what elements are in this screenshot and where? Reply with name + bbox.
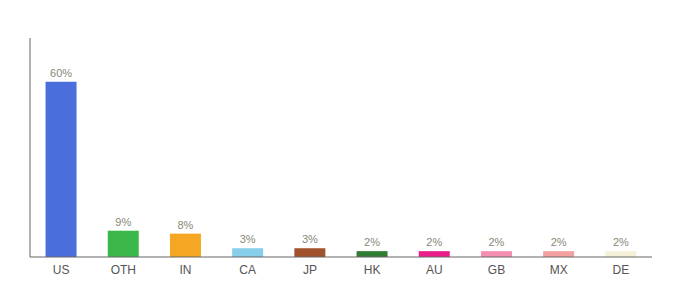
- svg-text:2%: 2%: [613, 236, 629, 248]
- svg-text:60%: 60%: [50, 67, 72, 79]
- svg-text:3%: 3%: [302, 233, 318, 245]
- svg-text:DE: DE: [613, 263, 630, 277]
- svg-text:AU: AU: [426, 263, 443, 277]
- svg-text:2%: 2%: [488, 236, 504, 248]
- svg-text:IN: IN: [180, 263, 192, 277]
- svg-text:CA: CA: [239, 263, 256, 277]
- svg-text:OTH: OTH: [111, 263, 136, 277]
- svg-text:MX: MX: [550, 263, 568, 277]
- svg-text:2%: 2%: [426, 236, 442, 248]
- svg-text:9%: 9%: [115, 216, 131, 228]
- svg-text:8%: 8%: [177, 219, 193, 231]
- svg-text:3%: 3%: [240, 233, 256, 245]
- svg-text:2%: 2%: [364, 236, 380, 248]
- svg-text:JP: JP: [303, 263, 317, 277]
- svg-text:HK: HK: [364, 263, 381, 277]
- svg-text:US: US: [53, 263, 70, 277]
- svg-text:GB: GB: [488, 263, 505, 277]
- svg-text:2%: 2%: [551, 236, 567, 248]
